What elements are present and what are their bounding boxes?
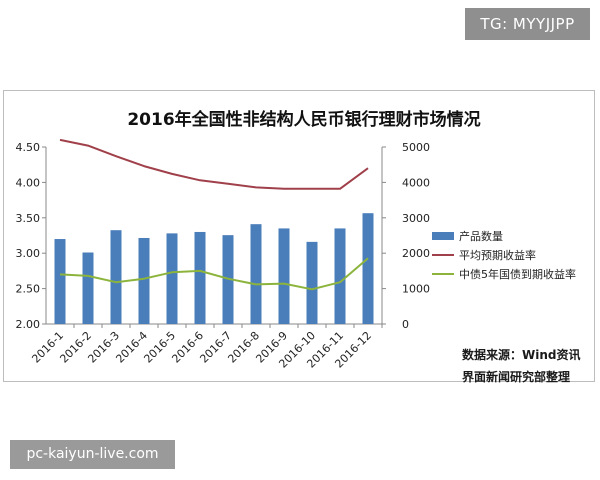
source-line-2: 界面新闻研究部整理 (462, 370, 571, 384)
y-right-tick-label: 5000 (402, 141, 430, 154)
legend-swatch-bar (432, 232, 454, 240)
bar (250, 224, 262, 324)
watermark-url-badge: pc-kaiyun-live.com (10, 440, 175, 469)
legend-label: 中债5年国债到期收益率 (459, 267, 576, 281)
bar (54, 239, 66, 324)
bar (194, 231, 206, 324)
y-right-tick-label: 3000 (402, 212, 430, 225)
bar (278, 228, 290, 324)
line-series-cb-yield (59, 257, 369, 291)
legend-label: 产品数量 (459, 229, 503, 243)
chart-canvas: 2016年全国性非结构人民币银行理财市场情况 2.00 2.50 3.00 3.50 4.… (16, 109, 577, 371)
bar (166, 233, 178, 324)
y-left-tick-label: 3.50 (16, 212, 41, 225)
source-line-1: 数据来源：Wind资讯 (462, 348, 581, 362)
watermark-top-badge: TG: MYYJJPP (465, 8, 590, 40)
bar (138, 237, 150, 324)
chart-title: 2016年全国性非结构人民币银行理财市场情况 (127, 109, 480, 130)
y-left-tick-label: 4.50 (16, 141, 41, 154)
bar (82, 252, 94, 324)
bar (362, 213, 374, 324)
y-right-tick-label: 0 (402, 318, 409, 331)
y-left-tick-label: 4.00 (16, 176, 41, 189)
legend-label: 平均预期收益率 (459, 248, 536, 262)
bar (334, 228, 346, 324)
chart-frame: 2016年全国性非结构人民币银行理财市场情况 2.00 2.50 3.00 3.50 4.… (3, 90, 595, 384)
bar (306, 241, 318, 324)
line-series-avg-yield (59, 138, 369, 190)
y-right-tick-label: 4000 (402, 176, 430, 189)
y-left-tick-label: 2.00 (16, 318, 41, 331)
y-left-tick-label: 2.50 (16, 283, 41, 296)
bar (110, 230, 122, 324)
y-left-tick-label: 3.00 (16, 247, 41, 260)
y-right-tick-label: 2000 (402, 247, 430, 260)
y-right-tick-label: 1000 (402, 283, 430, 296)
source-note: 数据来源：Wind资讯 界面新闻研究部整理 (462, 344, 580, 388)
